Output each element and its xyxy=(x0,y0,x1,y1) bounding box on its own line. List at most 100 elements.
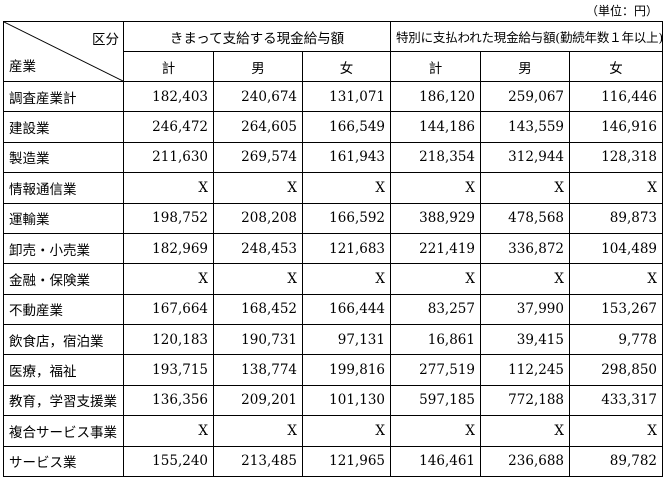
table-cell: X xyxy=(568,263,664,295)
table-cell: 190,731 xyxy=(213,323,303,356)
table-cell: 186,120 xyxy=(390,80,481,113)
row-label: 建設業 xyxy=(3,111,124,143)
row-label: 医療，福祉 xyxy=(3,354,124,386)
table-cell: X xyxy=(213,172,303,204)
table-cell: 388,929 xyxy=(390,202,481,234)
table-cell: 597,185 xyxy=(390,384,481,417)
table-cell: 143,559 xyxy=(480,111,570,143)
diagonal-line xyxy=(4,22,123,81)
table-cell: 144,186 xyxy=(390,111,481,143)
row-label: 飲食店，宿泊業 xyxy=(3,323,124,356)
table-cell: 146,916 xyxy=(568,111,664,143)
table-cell: 236,688 xyxy=(480,445,570,477)
table-cell: 128,318 xyxy=(568,141,664,174)
table-cell: X xyxy=(480,415,570,447)
table-cell: 166,549 xyxy=(302,111,391,143)
table-cell: 182,969 xyxy=(123,232,214,265)
table-cell: 37,990 xyxy=(480,293,570,326)
table-row: 複合サービス事業 X X X X X X xyxy=(3,415,664,447)
table-cell: X xyxy=(390,263,481,295)
table-cell: 166,444 xyxy=(302,293,391,326)
table-cell: 155,240 xyxy=(123,445,214,477)
table-cell: 182,403 xyxy=(123,80,214,113)
table-cell: 121,683 xyxy=(302,232,391,265)
table-cell: 16,861 xyxy=(390,323,481,356)
row-label: 不動産業 xyxy=(3,293,124,326)
table-cell: X xyxy=(390,415,481,447)
table-row: 医療，福祉 193,715 138,774 199,816 277,519 112,245… xyxy=(3,354,664,386)
table-row: サービス業 155,240 213,485 121,965 146,461 236,688… xyxy=(3,445,664,477)
table-row: 調査産業計 182,403 240,674 131,071 186,120 259,067… xyxy=(3,80,664,113)
table-cell: X xyxy=(123,172,214,204)
table-cell: 193,715 xyxy=(123,354,214,386)
row-label: 複合サービス事業 xyxy=(3,415,124,447)
table-cell: 478,568 xyxy=(480,202,570,234)
table-body: 調査産業計 182,403 240,674 131,071 186,120 259,067… xyxy=(3,80,664,477)
wage-table: 区分 産業 きまって支給する現金給与額 特別に支払われた現金給与額(勤続年数１年… xyxy=(3,21,663,477)
table-cell: 167,664 xyxy=(123,293,214,326)
row-label: 金融・保険業 xyxy=(3,263,124,295)
table-cell: 209,201 xyxy=(213,384,303,417)
unit-label: （単位：円） xyxy=(585,4,658,18)
corner-bottom-label: 産業 xyxy=(9,59,36,75)
table-cell: 218,354 xyxy=(390,141,481,174)
table-cell: 312,944 xyxy=(480,141,570,174)
table-cell: 248,453 xyxy=(213,232,303,265)
table-cell: X xyxy=(568,415,664,447)
table-cell: 221,419 xyxy=(390,232,481,265)
table-cell: X xyxy=(480,172,570,204)
table-cell: 121,965 xyxy=(302,445,391,477)
table-cell: X xyxy=(302,415,391,447)
table-cell: 277,519 xyxy=(390,354,481,386)
table-cell: 97,131 xyxy=(302,323,391,356)
table-cell: X xyxy=(568,172,664,204)
table-cell: X xyxy=(213,415,303,447)
row-label: 卸売・小売業 xyxy=(3,232,124,265)
table-cell: 240,674 xyxy=(213,80,303,113)
table-cell: 211,630 xyxy=(123,141,214,174)
table-cell: 112,245 xyxy=(480,354,570,386)
col-header-male-2: 男 xyxy=(480,51,570,82)
table-cell: 298,850 xyxy=(568,354,664,386)
group-header-regular: きまって支給する現金給与額 xyxy=(123,21,391,52)
table-cell: 433,317 xyxy=(568,384,664,417)
table-cell: 146,461 xyxy=(390,445,481,477)
table-cell: 259,067 xyxy=(480,80,570,113)
table-cell: 264,605 xyxy=(213,111,303,143)
table-cell: 131,071 xyxy=(302,80,391,113)
table-cell: 199,816 xyxy=(302,354,391,386)
table-cell: 138,774 xyxy=(213,354,303,386)
table-cell: X xyxy=(480,263,570,295)
table-cell: X xyxy=(123,415,214,447)
table-cell: 89,873 xyxy=(568,202,664,234)
col-header-total-2: 計 xyxy=(390,51,481,82)
col-header-female-2: 女 xyxy=(568,51,664,82)
table-cell: 9,778 xyxy=(568,323,664,356)
table-cell: 246,472 xyxy=(123,111,214,143)
table-row: 金融・保険業 X X X X X X xyxy=(3,263,664,295)
table-cell: 161,943 xyxy=(302,141,391,174)
row-label: 運輸業 xyxy=(3,202,124,234)
table-cell: 168,452 xyxy=(213,293,303,326)
col-header-female-1: 女 xyxy=(302,51,391,82)
table-cell: 120,183 xyxy=(123,323,214,356)
table-row: 製造業 211,630 269,574 161,943 218,354 312,944 12… xyxy=(3,141,664,174)
table-cell: X xyxy=(213,263,303,295)
table-row: 不動産業 167,664 168,452 166,444 83,257 37,990 153… xyxy=(3,293,664,326)
table-cell: X xyxy=(123,263,214,295)
table-cell: X xyxy=(302,172,391,204)
table-cell: 136,356 xyxy=(123,384,214,417)
table-row: 情報通信業 X X X X X X xyxy=(3,172,664,204)
table-cell: 166,592 xyxy=(302,202,391,234)
table-cell: 269,574 xyxy=(213,141,303,174)
row-label: 調査産業計 xyxy=(3,80,124,113)
table-cell: X xyxy=(302,263,391,295)
table-cell: 89,782 xyxy=(568,445,664,477)
table-cell: 213,485 xyxy=(213,445,303,477)
table-cell: 83,257 xyxy=(390,293,481,326)
table-cell: 153,267 xyxy=(568,293,664,326)
corner-header: 区分 産業 xyxy=(3,21,124,82)
table-cell: X xyxy=(390,172,481,204)
row-label: 製造業 xyxy=(3,141,124,174)
table-cell: 336,872 xyxy=(480,232,570,265)
